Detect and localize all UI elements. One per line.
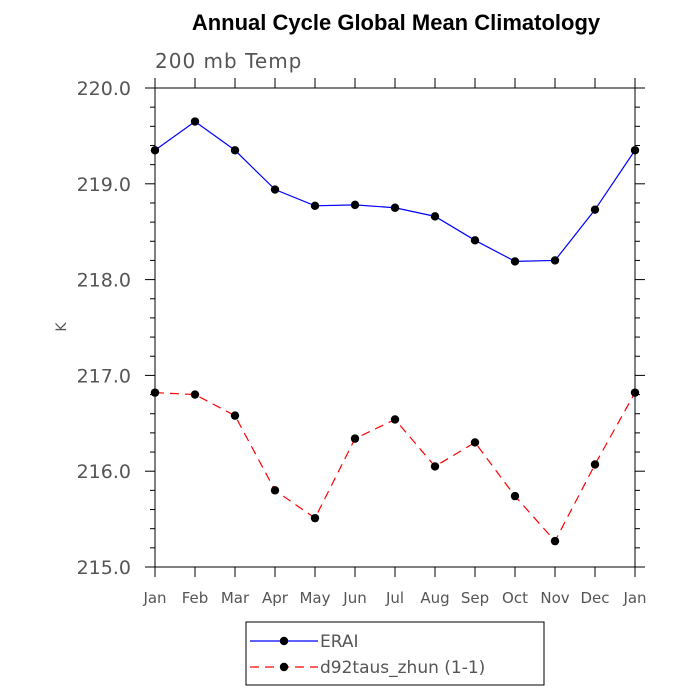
data-point [430, 212, 440, 221]
data-point [430, 462, 440, 471]
series-line-1 [154, 120, 636, 263]
chart-title: Annual Cycle Global Mean Climatology [192, 10, 601, 35]
y-tick-labels: 215.0 216.0 217.0 218.0 219.0 220.0 [77, 78, 131, 579]
x-tick-labels: Jan Feb Mar Apr May Jun Jul Aug Sep Oct Nov Dec Jan [142, 589, 646, 607]
chart-subtitle: 200 mb Temp [155, 49, 302, 73]
data-point [190, 117, 200, 126]
x-tick-label: Jan [142, 589, 166, 607]
x-tick-label: Apr [262, 589, 289, 607]
data-point [390, 203, 400, 212]
y-tick-label: 216.0 [77, 461, 131, 483]
x-tick-label: Dec [580, 589, 609, 607]
axis-ticks [145, 78, 645, 577]
plot-frame [154, 87, 636, 568]
x-tick-label: Sep [461, 589, 489, 607]
data-point [350, 434, 360, 443]
x-tick-label: Jan [622, 589, 646, 607]
y-tick-label: 218.0 [77, 270, 131, 292]
data-point [190, 390, 200, 399]
x-tick-label: Feb [182, 589, 209, 607]
y-tick-label: 217.0 [77, 365, 131, 387]
x-tick-label: Jul [385, 589, 404, 607]
y-tick-label: 215.0 [77, 557, 131, 579]
data-point [590, 460, 600, 469]
data-point [270, 486, 280, 495]
x-tick-label: Oct [502, 589, 528, 607]
data-point [470, 438, 480, 447]
data-point [150, 388, 160, 397]
data-point [510, 491, 520, 501]
data-point [590, 205, 600, 214]
data-point [630, 388, 640, 397]
series-line-2 [154, 392, 636, 543]
y-tick-label: 220.0 [77, 78, 131, 100]
x-tick-label: May [299, 589, 330, 607]
y-tick-label: 219.0 [77, 174, 131, 196]
data-point [630, 146, 640, 155]
x-tick-label: Jun [342, 589, 366, 607]
legend: ERAI d92taus_zhun (1-1) [250, 632, 485, 678]
data-point [230, 146, 240, 155]
x-tick-label: Mar [221, 589, 250, 607]
data-point [150, 146, 160, 155]
data-point [550, 536, 560, 546]
legend-label-2: d92taus_zhun (1-1) [320, 658, 485, 678]
x-tick-label: Aug [420, 589, 449, 607]
data-point [310, 513, 320, 523]
x-tick-label: Nov [540, 589, 569, 607]
data-point [310, 201, 320, 211]
legend-label-1: ERAI [320, 632, 359, 652]
data-point [550, 256, 560, 265]
legend-marker-2 [279, 662, 289, 672]
data-point [470, 236, 480, 245]
data-point [270, 185, 280, 194]
legend-box [245, 621, 545, 686]
data-point [350, 200, 360, 210]
data-point [230, 411, 240, 420]
data-point [390, 415, 400, 424]
series-group [150, 117, 640, 546]
data-point [510, 257, 520, 266]
y-axis-label: K [54, 322, 70, 332]
legend-marker-1 [279, 636, 289, 646]
